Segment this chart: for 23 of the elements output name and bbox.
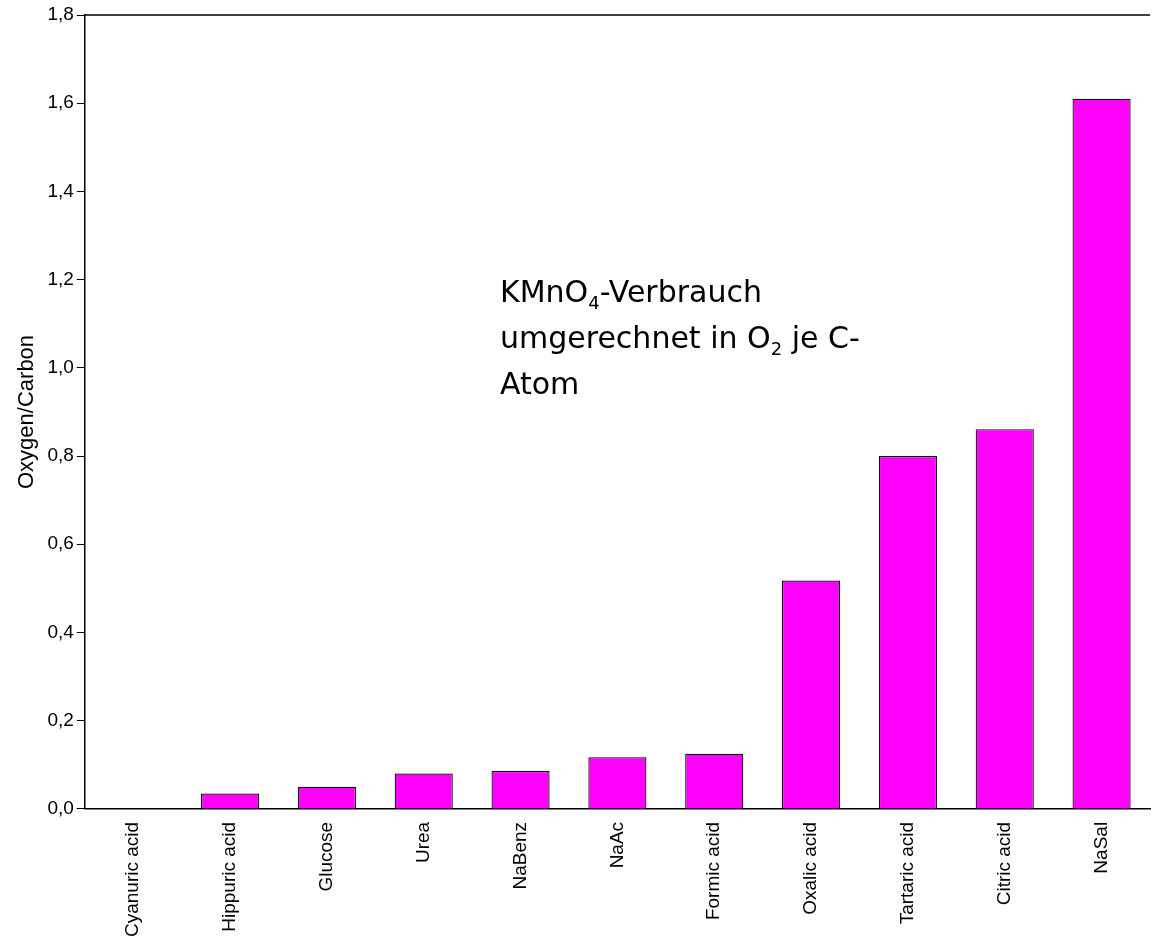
y-tick-label: 1,0 [47,356,74,378]
y-axis-title: Oxygen/Carbon [13,334,39,489]
x-tick-label: NaBenz [508,821,530,890]
y-tick-label: 1,6 [47,91,74,113]
x-tick-label: Glucose [315,821,337,892]
x-tick-label: Urea [411,821,433,864]
x-tick-label: NaSal [1089,821,1111,874]
text: KMnO$_{4}$-Verbrauch umgerechnet in O$_{2}$ je C-Atom [500,274,860,402]
x-tick-label: Cyanuric acid [121,821,143,938]
x-tick-label: Oxalic acid [799,821,821,915]
x-tick-label: Formic acid [702,821,724,921]
x-tick-label: Tartaric acid [896,821,918,925]
y-tick-label: 0,0 [47,797,74,819]
y-tick-label: 0,6 [47,532,74,554]
x-tick-label: Citric acid [992,821,1014,906]
y-tick-label: 1,4 [47,179,75,201]
y-tick-label: 1,2 [47,267,74,289]
y-tick-label: 0,8 [47,444,74,466]
y-tick-label: 0,2 [47,708,74,730]
x-tick-label: Hippuric acid [218,821,240,932]
x-tick-label: NaAc [605,821,627,869]
y-tick-label: 1,8 [47,3,74,25]
y-tick-label: 0,4 [47,620,75,642]
